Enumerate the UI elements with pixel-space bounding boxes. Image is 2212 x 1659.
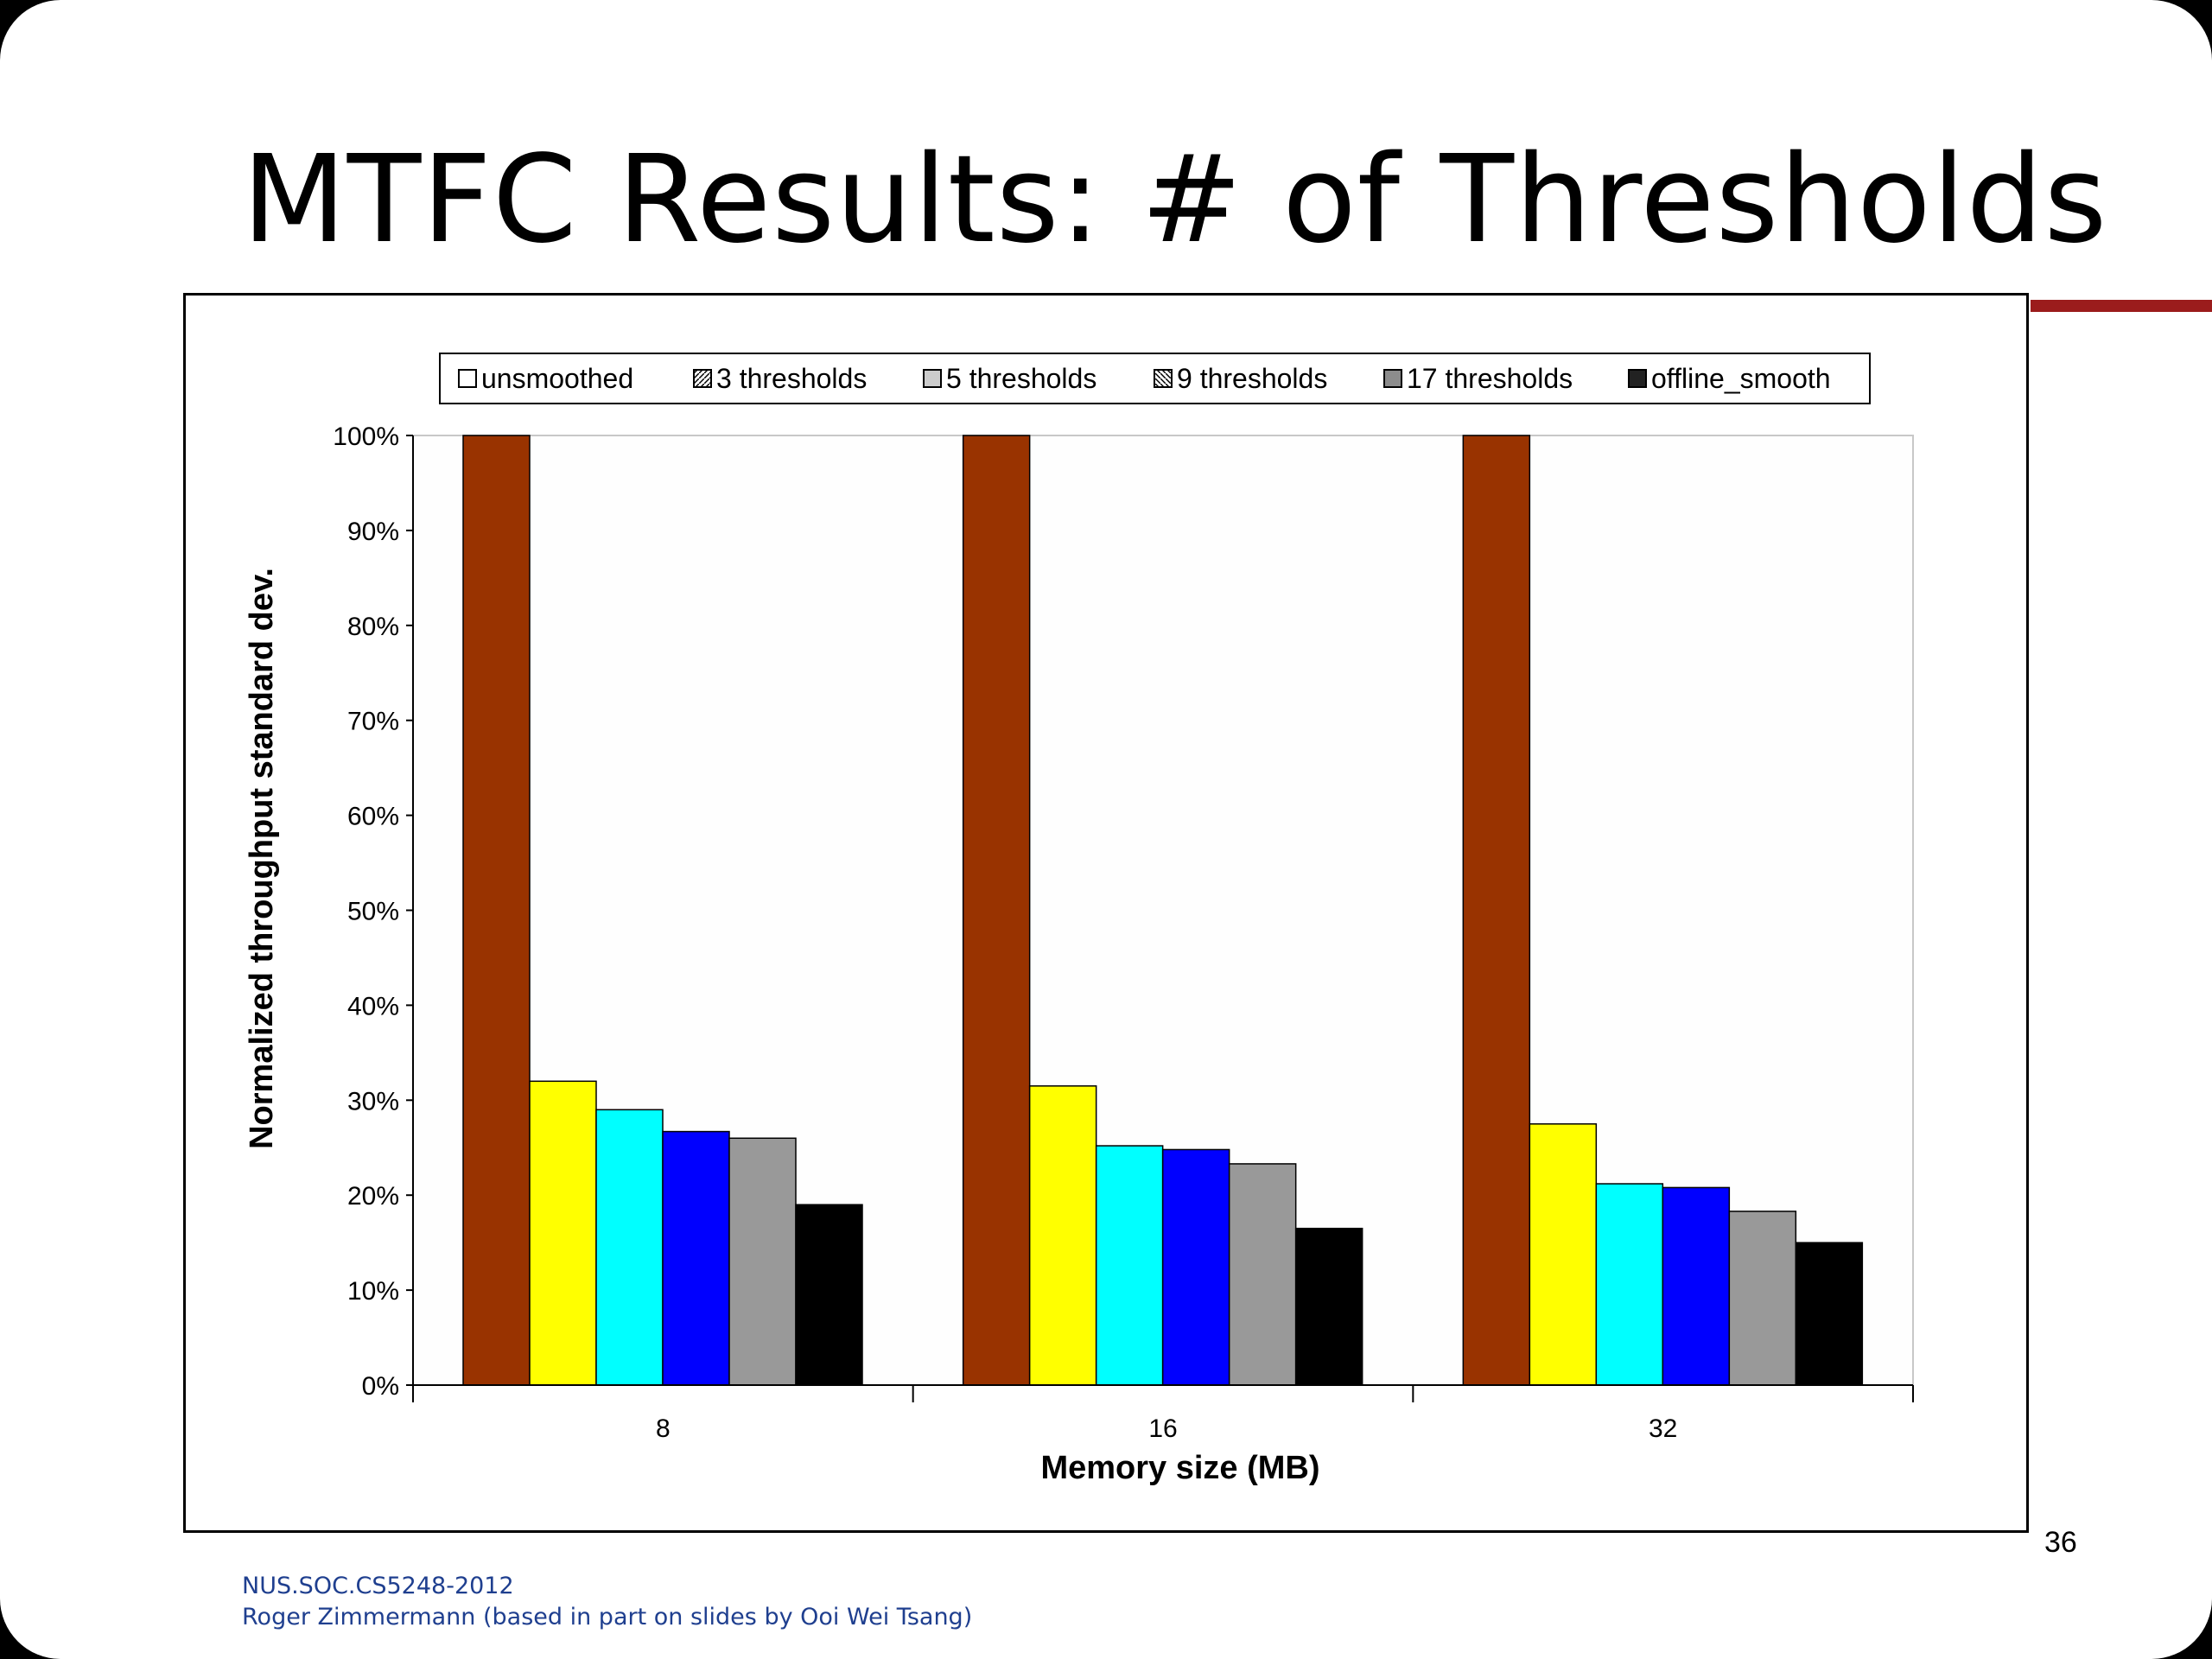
footer-course: NUS.SOC.CS5248-2012	[242, 1573, 514, 1599]
y-tick-label: 90%	[347, 518, 399, 546]
bar-chart: unsmoothed 3 thresholds 5 thresholds 9 thre…	[244, 353, 1914, 1486]
x-tick-label: 32	[1649, 1414, 1677, 1443]
y-tick-label: 10%	[347, 1277, 399, 1306]
bar-9-thresholds-32	[1662, 1186, 1731, 1386]
bar-17-thresholds-16	[1228, 1163, 1297, 1386]
x-tick-label: 16	[1148, 1414, 1177, 1443]
legend-label: offline_smooth	[1651, 363, 1831, 394]
y-tick-label: 100%	[333, 423, 399, 451]
slide-number: 36	[2044, 1526, 2077, 1559]
legend-label: 9 thresholds	[1177, 363, 1327, 394]
bar-offline-smooth-32	[1795, 1242, 1864, 1386]
bar-offline-smooth-16	[1294, 1227, 1363, 1386]
legend-swatch-blank	[458, 369, 477, 388]
legend-label: unsmoothed	[481, 363, 633, 394]
y-tick-label: 0%	[362, 1372, 399, 1401]
footer: NUS.SOC.CS5248-2012 Roger Zimmermann (ba…	[242, 1571, 972, 1633]
x-tick-label: 8	[656, 1414, 671, 1443]
bar-9-thresholds-8	[662, 1130, 730, 1386]
y-tick-label: 50%	[347, 898, 399, 926]
bar-5-thresholds-32	[1595, 1183, 1664, 1386]
legend-label: 17 thresholds	[1407, 363, 1573, 394]
bar-unsmoothed-8	[462, 435, 531, 1386]
bar-3-thresholds-8	[529, 1080, 597, 1386]
y-tick-label: 40%	[347, 992, 399, 1020]
slide-title: MTFC Results: # of Thresholds	[242, 130, 2108, 270]
bar-5-thresholds-8	[595, 1109, 664, 1386]
bar-unsmoothed-32	[1462, 435, 1531, 1386]
chart-frame: unsmoothed 3 thresholds 5 thresholds 9 thre…	[183, 293, 2029, 1533]
bar-3-thresholds-16	[1028, 1085, 1097, 1386]
bar-9-thresholds-16	[1161, 1148, 1230, 1386]
legend-swatch-black	[1628, 369, 1647, 388]
legend-label: 3 thresholds	[716, 363, 867, 394]
legend-swatch-gray	[1383, 369, 1402, 388]
accent-line	[2031, 300, 2212, 312]
bar-17-thresholds-8	[728, 1137, 797, 1386]
legend-swatch-diagonal-hatch	[693, 369, 712, 388]
bar-3-thresholds-32	[1529, 1123, 1598, 1386]
legend-label: 5 thresholds	[946, 363, 1096, 394]
bar-offline-smooth-8	[795, 1204, 863, 1386]
bar-unsmoothed-16	[962, 435, 1031, 1386]
y-axis-title: Normalized throughput standard dev.	[244, 568, 280, 1149]
x-axis-title: Memory size (MB)	[1040, 1450, 1319, 1486]
y-tick-label: 60%	[347, 803, 399, 831]
y-tick-label: 80%	[347, 613, 399, 641]
y-tick-label: 20%	[347, 1182, 399, 1211]
legend-swatch-light-gray	[923, 369, 942, 388]
y-tick-label: 70%	[347, 708, 399, 736]
legend-swatch-backslash-hatch	[1154, 369, 1173, 388]
bar-5-thresholds-16	[1095, 1145, 1164, 1386]
bar-17-thresholds-32	[1728, 1211, 1797, 1386]
footer-author: Roger Zimmermann (based in part on slide…	[242, 1604, 973, 1630]
y-tick-label: 30%	[347, 1087, 399, 1116]
